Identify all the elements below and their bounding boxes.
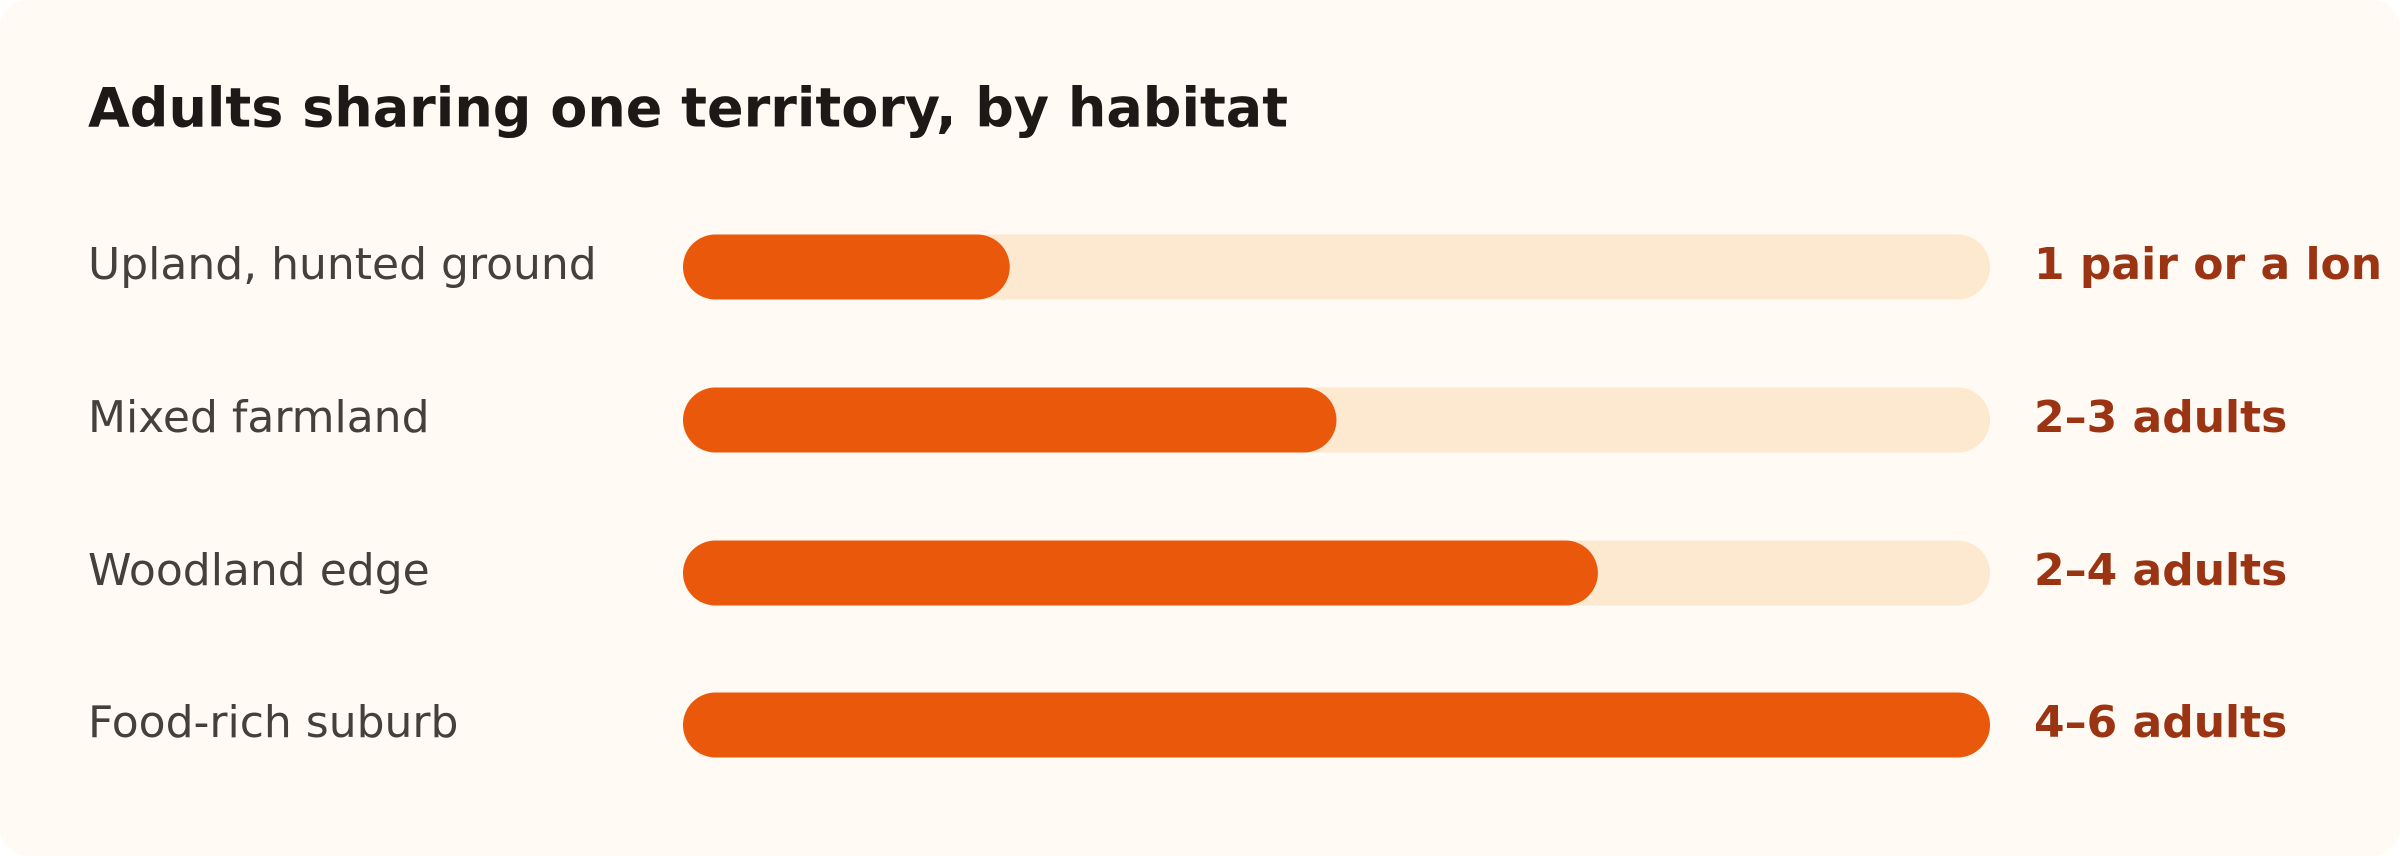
category-label: Mixed farmland <box>88 392 430 443</box>
value-label: 2–3 adults <box>2034 392 2287 443</box>
bar <box>683 692 1990 758</box>
value-label: 2–4 adults <box>2034 545 2287 596</box>
bar <box>683 387 1337 453</box>
category-label: Food-rich suburb <box>88 697 458 748</box>
chart-title: Adults sharing one territory, by habitat <box>88 77 1288 140</box>
bar-track <box>683 234 1990 300</box>
value-label: 4–6 adults <box>2034 697 2287 748</box>
category-label: Upland, hunted ground <box>88 239 597 290</box>
bar <box>683 540 1598 606</box>
bar <box>683 234 1010 300</box>
category-label: Woodland edge <box>88 545 430 596</box>
value-label: 1 pair or a lon <box>2034 239 2382 290</box>
